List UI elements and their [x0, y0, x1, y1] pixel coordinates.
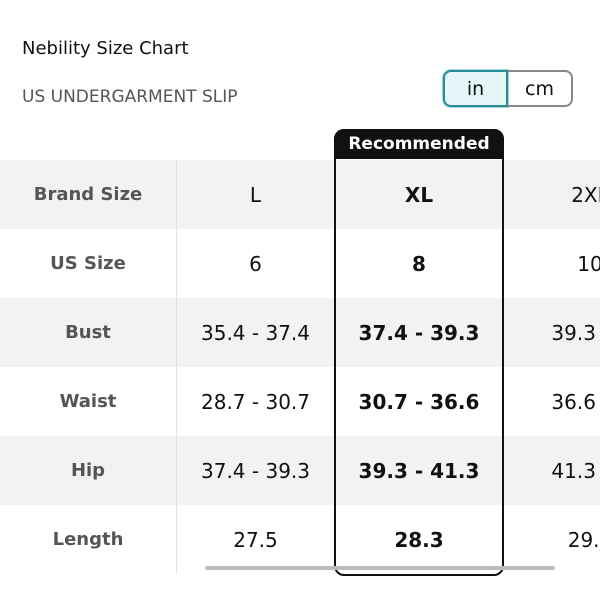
- size-cell: 37.4 - 39.3: [358, 320, 480, 345]
- size-cell: 41.3 - 4: [551, 458, 600, 483]
- row-label: Bust: [0, 298, 177, 367]
- table-row: Waist 28.7 - 30.7 30.7 - 36.6 36.6 - 3: [0, 367, 600, 436]
- size-cell: 36.6 - 3: [551, 389, 600, 414]
- size-cell: 37.4 - 39.3: [201, 458, 310, 483]
- recommended-box: [334, 129, 504, 576]
- recommended-badge: Recommended: [334, 129, 504, 159]
- size-cell: 35.4 - 37.4: [201, 320, 310, 345]
- size-cell: 28.3: [394, 527, 444, 552]
- size-cell: 6: [249, 251, 262, 276]
- size-cell: 8: [412, 251, 426, 276]
- size-cell: 30.7 - 36.6: [358, 389, 480, 414]
- unit-button[interactable]: in: [443, 70, 508, 107]
- size-cell: 2XL: [571, 182, 600, 207]
- size-cell: 27.5: [233, 527, 278, 552]
- row-label: Waist: [0, 367, 177, 436]
- size-cell: 39.3 - 41.3: [358, 458, 480, 483]
- size-cell: 39.3 - 4: [551, 320, 600, 345]
- subtitle: US UNDERGARMENT SLIP: [22, 87, 238, 107]
- table-row: Bust 35.4 - 37.4 37.4 - 39.3 39.3 - 4: [0, 298, 600, 367]
- row-label: US Size: [0, 229, 177, 298]
- size-cell: XL: [404, 182, 434, 207]
- table-row: Length 27.5 28.3 29.1: [0, 505, 600, 574]
- unit-button[interactable]: cm: [508, 70, 573, 107]
- size-cell: 29.1: [567, 527, 600, 552]
- size-cell: L: [249, 182, 262, 207]
- size-cell: 28.7 - 30.7: [201, 389, 310, 414]
- row-label: Hip: [0, 436, 177, 505]
- row-label: Brand Size: [0, 160, 177, 229]
- table-row: Brand Size L XL 2XL: [0, 160, 600, 229]
- table-row: Hip 37.4 - 39.3 39.3 - 41.3 41.3 - 4: [0, 436, 600, 505]
- scrollbar[interactable]: [205, 566, 555, 570]
- size-cell: 10: [577, 251, 600, 276]
- title: Nebility Size Chart: [22, 38, 189, 59]
- table-row: US Size 6 8 10: [0, 229, 600, 298]
- row-label: Length: [0, 505, 177, 574]
